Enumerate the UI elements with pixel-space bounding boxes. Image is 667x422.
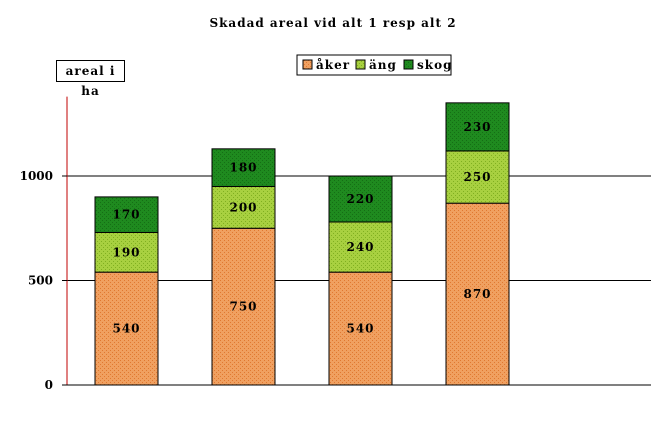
data-label: 190	[112, 245, 140, 259]
bar-segment	[94, 231, 159, 273]
y-axis-label: areal i ha	[56, 60, 125, 98]
data-label: 540	[112, 322, 140, 336]
legend-label: skog	[417, 58, 452, 72]
legend: åker äng skog	[296, 54, 452, 76]
data-label: 180	[229, 161, 257, 175]
data-label: 230	[463, 120, 491, 134]
y-tick-label: 1000	[20, 169, 53, 183]
legend-label: åker	[316, 57, 350, 72]
bar-segment	[211, 148, 276, 187]
data-label: 220	[346, 192, 374, 206]
y-tick-label: 0	[45, 378, 53, 392]
y-tick-label: 500	[28, 274, 53, 288]
legend-swatch	[302, 59, 313, 70]
data-label: 870	[463, 287, 491, 301]
bar-segment	[94, 196, 159, 233]
data-label: 250	[463, 170, 491, 184]
data-label: 750	[229, 300, 257, 314]
y-axis: 0 500 1000	[20, 96, 651, 392]
bar-segment	[211, 227, 276, 386]
chart-title: Skadad areal vid alt 1 resp alt 2	[209, 16, 456, 30]
bar-segment	[328, 175, 393, 223]
data-label: 540	[346, 322, 374, 336]
legend-swatch	[403, 59, 414, 70]
data-label: 200	[229, 200, 257, 214]
bar-segment	[445, 150, 510, 204]
bar-segment	[94, 271, 159, 386]
bars	[94, 102, 510, 386]
data-label: 240	[346, 240, 374, 254]
legend-swatch	[355, 59, 366, 70]
data-label: 170	[112, 208, 140, 222]
segment-labels: 540 190 170 750 200 180 540 240 220 870 250 230	[112, 120, 491, 336]
bar-segment	[445, 102, 510, 152]
legend-label: äng	[369, 58, 397, 72]
